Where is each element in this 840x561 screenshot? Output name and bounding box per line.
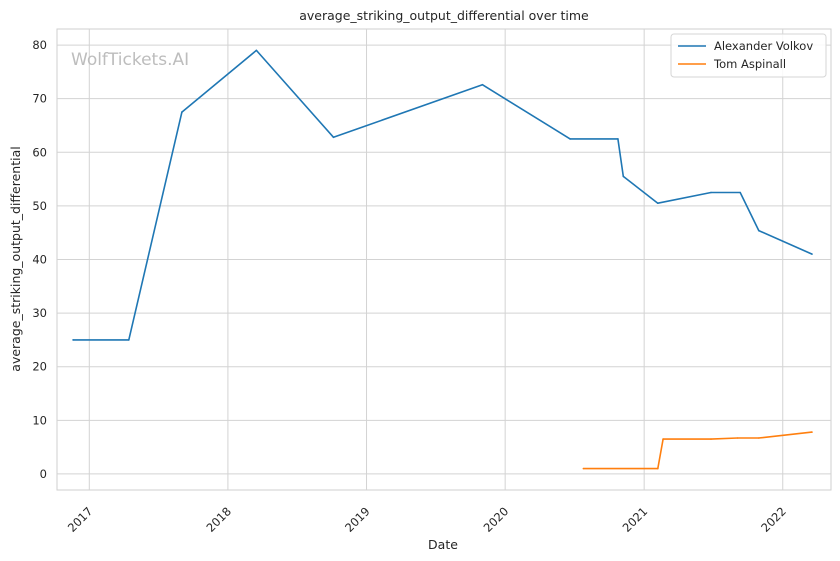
legend-label: Alexander Volkov	[714, 39, 813, 53]
data-point	[72, 339, 74, 341]
data-point	[736, 437, 739, 439]
x-tick-label: 2021	[620, 504, 651, 535]
data-point	[811, 253, 813, 255]
series-lines	[72, 49, 813, 470]
y-tick-label: 50	[32, 199, 47, 213]
y-tick-label: 80	[32, 38, 47, 52]
x-tick-label: 2019	[342, 504, 373, 535]
y-tick-label: 0	[40, 467, 47, 481]
y-tick-label: 70	[32, 92, 47, 106]
data-point	[657, 467, 659, 470]
data-point	[332, 136, 335, 139]
data-point	[181, 111, 183, 113]
x-tick-labels: 2017 2018 2019 2020 2021 2022	[65, 504, 789, 535]
y-axis-label: average_striking_output_differential	[8, 146, 23, 371]
data-point	[569, 138, 571, 140]
data-point	[617, 138, 619, 140]
data-point	[758, 229, 760, 232]
watermark: WolfTickets.AI	[71, 50, 189, 70]
data-point	[710, 191, 712, 194]
data-point	[622, 175, 625, 178]
data-point	[657, 202, 659, 204]
legend-box	[670, 33, 827, 78]
x-tick-label: 2020	[481, 504, 512, 535]
data-point	[710, 438, 712, 440]
x-tick-label: 2017	[65, 504, 96, 535]
data-point	[255, 49, 258, 52]
x-axis-label: Date	[428, 537, 458, 552]
legend-label: Tom Aspinall	[713, 57, 786, 71]
legend: Alexander Volkov Tom Aspinall	[670, 33, 827, 78]
y-tick-labels: 0 10 20 30 40 50 60 70 80	[32, 38, 47, 481]
y-gridlines	[57, 44, 831, 475]
series-line-0	[73, 49, 813, 341]
data-point	[582, 467, 585, 470]
data-point	[758, 437, 760, 439]
data-point	[811, 431, 813, 433]
y-tick-label: 20	[32, 360, 47, 374]
y-tick-label: 30	[32, 306, 47, 320]
data-point	[662, 438, 664, 440]
y-tick-label: 10	[32, 413, 47, 427]
data-point	[739, 191, 741, 194]
x-tick-label: 2022	[758, 504, 789, 535]
data-point	[128, 339, 130, 341]
chart-title: average_striking_output_differential ove…	[299, 8, 589, 23]
y-tick-label: 60	[32, 145, 47, 159]
x-tick-label: 2018	[203, 504, 234, 535]
data-point	[481, 83, 484, 86]
y-tick-label: 40	[32, 253, 47, 267]
